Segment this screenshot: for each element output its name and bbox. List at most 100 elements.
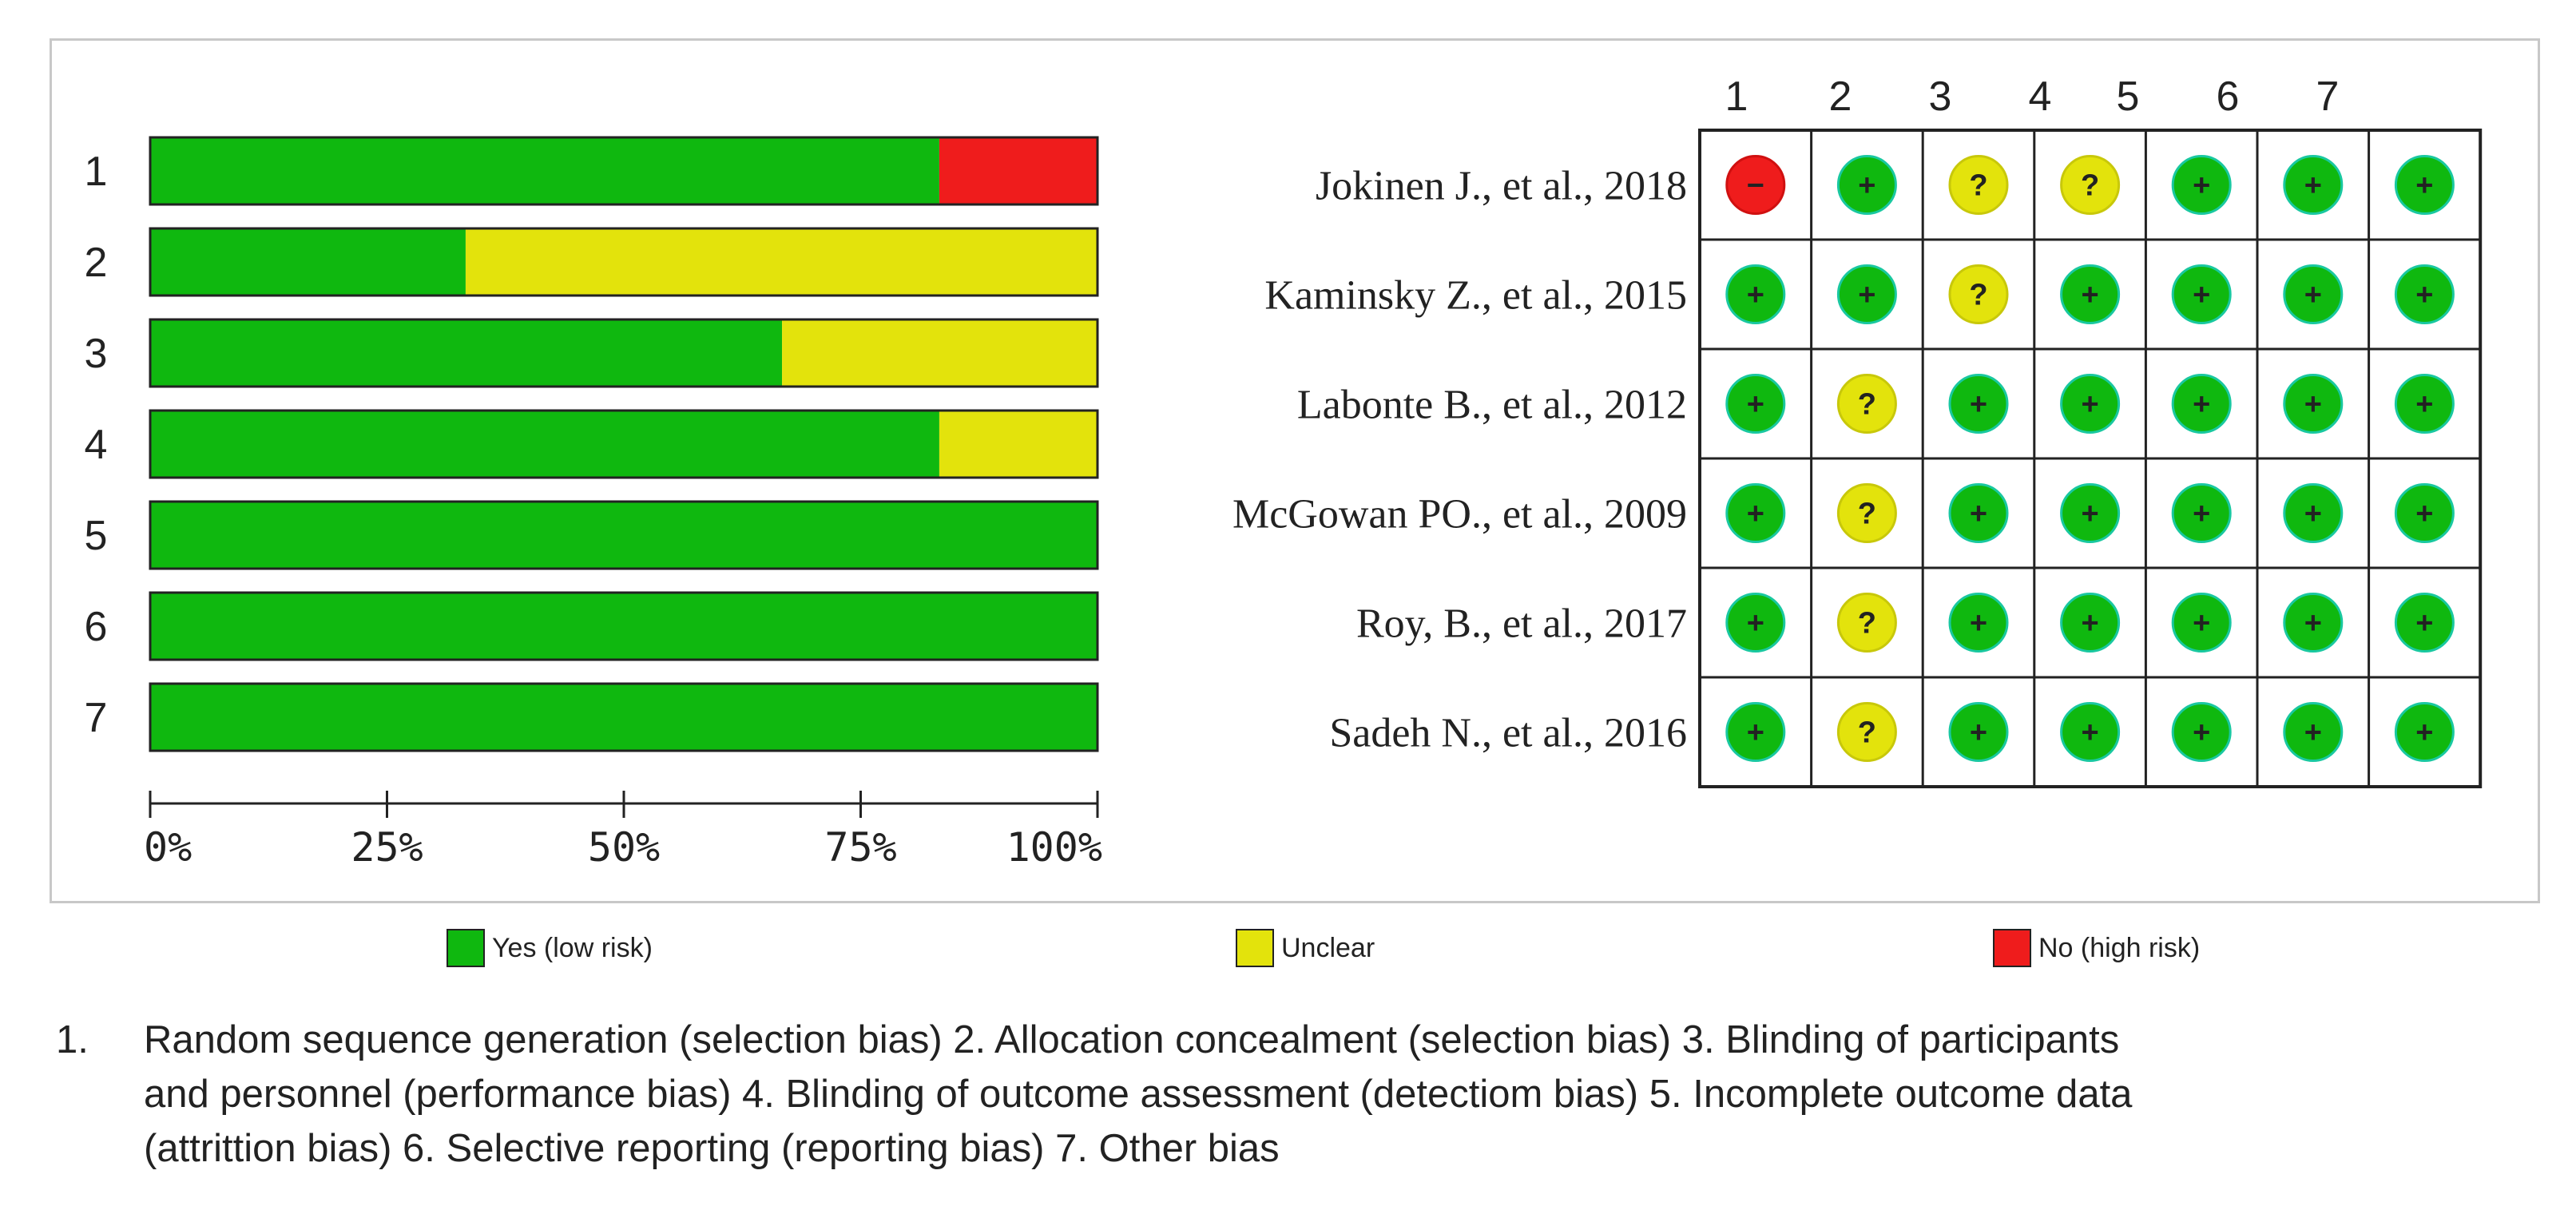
judgement-dot-r4-c5 [2171, 483, 2232, 543]
legend-label-unclear: Unclear [1281, 933, 1375, 963]
bar-outline-4 [149, 409, 1099, 479]
judgement-dot-r4-c2 [1836, 483, 1897, 543]
bar-segment-3-yes [150, 319, 783, 387]
bar-segment-7-yes [150, 684, 1097, 751]
judgement-symbol-r5-c5: + [2193, 607, 2210, 641]
judgement-symbol-r4-c7: + [2415, 498, 2433, 531]
caption-line-1: 1. Random sequence generation (selection … [56, 1013, 2532, 1067]
judgement-dot-r5-c1 [1725, 593, 1786, 653]
judgement-symbol-r1-c6: + [2304, 169, 2322, 203]
study-label-6: Sadeh N., et al., 2016 [1329, 711, 1687, 756]
judgement-symbol-r4-c2: ? [1858, 498, 1876, 531]
judgement-dot-r6-c4 [2060, 702, 2121, 762]
grid-column-header-6: 6 [2217, 73, 2240, 120]
judgement-symbol-r4-c4: + [2081, 498, 2098, 531]
judgement-dot-r4-c1 [1725, 483, 1786, 543]
judgement-dot-r3-c1 [1725, 374, 1786, 434]
judgement-symbol-r1-c4: ? [2081, 169, 2099, 203]
study-label-2: Kaminsky Z., et al., 2015 [1264, 273, 1687, 319]
judgement-symbol-r5-c6: + [2304, 607, 2322, 641]
judgement-symbol-r4-c1: + [1747, 498, 1764, 531]
x-tick-label-4: 100% [1006, 824, 1102, 871]
caption-line-2: and personnel (performance bias) 4. Blin… [144, 1073, 2133, 1116]
bar-segment-2-yes [150, 228, 466, 296]
judgement-symbol-r4-c5: + [2193, 498, 2210, 531]
judgement-symbol-r5-c4: + [2081, 607, 2098, 641]
chart-frame [50, 38, 2540, 903]
judgement-dot-r1-c4 [2060, 155, 2121, 215]
judgement-dot-r1-c5 [2171, 155, 2232, 215]
judgement-symbol-r6-c6: + [2304, 716, 2322, 750]
caption-text-1: Random sequence generation (selection bi… [144, 1018, 2120, 1061]
judgement-symbol-r1-c5: + [2193, 169, 2210, 203]
judgement-dot-r3-c3 [1948, 374, 2009, 434]
bar-segment-4-yes [150, 411, 939, 478]
legend-swatch-unclear [1236, 929, 1274, 967]
judgement-dot-r2-c5 [2171, 264, 2232, 324]
grid-column-header-1: 1 [1725, 73, 1748, 120]
judgement-symbol-r3-c1: + [1747, 388, 1764, 422]
grid-column-header-5: 5 [2117, 73, 2140, 120]
judgement-symbol-r2-c6: + [2304, 279, 2322, 312]
judgement-symbol-r6-c3: + [1970, 716, 1987, 750]
judgement-dot-r4-c6 [2283, 483, 2344, 543]
judgement-dot-r2-c1 [1725, 264, 1786, 324]
judgement-dot-r1-c3 [1948, 155, 2009, 215]
judgement-dot-r2-c3 [1948, 264, 2009, 324]
legend-swatch-no [1993, 929, 2031, 967]
grid-column-header-7: 7 [2316, 73, 2340, 120]
grid-column-header-2: 2 [1829, 73, 1852, 120]
judgement-symbol-r1-c1: − [1747, 169, 1764, 203]
judgement-symbol-r3-c4: + [2081, 388, 2098, 422]
legend-label-no: No (high risk) [2038, 933, 2200, 963]
judgement-symbol-r3-c2: ? [1858, 388, 1876, 422]
judgement-symbol-r6-c1: + [1747, 716, 1764, 750]
judgement-dot-r6-c6 [2283, 702, 2344, 762]
bar-segment-6-yes [150, 593, 1097, 660]
bar-row-label-5: 5 [85, 513, 108, 559]
judgement-dot-r1-c2 [1836, 155, 1897, 215]
bar-segment-4-unclear [939, 411, 1097, 478]
bar-segment-5-yes [150, 502, 1097, 569]
judgement-dot-r6-c3 [1948, 702, 2009, 762]
x-tick-label-1: 25% [351, 824, 423, 871]
study-label-4: McGowan PO., et al., 2009 [1232, 492, 1687, 538]
judgement-dot-r6-c5 [2171, 702, 2232, 762]
judgement-symbol-r6-c5: + [2193, 716, 2210, 750]
judgement-symbol-r3-c5: + [2193, 388, 2210, 422]
judgement-dot-r6-c7 [2394, 702, 2455, 762]
judgement-dot-r2-c7 [2394, 264, 2455, 324]
bar-row-label-3: 3 [85, 331, 108, 377]
judgement-dot-r3-c2 [1836, 374, 1897, 434]
bar-outline-7 [149, 682, 1099, 752]
caption-number: 1. [56, 1018, 89, 1061]
bar-outline-6 [149, 591, 1099, 661]
judgement-symbol-r2-c7: + [2415, 279, 2433, 312]
bar-segment-2-unclear [465, 228, 1097, 296]
grid-column-header-4: 4 [2029, 73, 2052, 120]
judgement-symbol-r5-c2: ? [1858, 607, 1876, 641]
judgement-symbol-r5-c3: + [1970, 607, 1987, 641]
bar-row-label-1: 1 [85, 149, 108, 195]
bar-outline-5 [149, 500, 1099, 570]
judgement-dot-r5-c7 [2394, 593, 2455, 653]
judgement-symbol-r2-c4: + [2081, 279, 2098, 312]
bar-row-label-4: 4 [85, 422, 108, 468]
judgement-dot-r1-c1 [1725, 155, 1786, 215]
judgement-symbol-r3-c6: + [2304, 388, 2322, 422]
judgement-dot-r5-c3 [1948, 593, 2009, 653]
judgement-dot-r2-c2 [1836, 264, 1897, 324]
bar-outline-1 [149, 136, 1099, 206]
judgement-symbol-r4-c6: + [2304, 498, 2322, 531]
caption: 1. Random sequence generation (selection … [56, 1013, 2532, 1176]
judgement-dot-r5-c2 [1836, 593, 1897, 653]
judgement-symbol-r3-c3: + [1970, 388, 1987, 422]
judgement-symbol-r6-c4: + [2081, 716, 2098, 750]
judgement-dot-r5-c4 [2060, 593, 2121, 653]
judgement-symbol-r1-c2: + [1858, 169, 1875, 203]
grid-column-header-3: 3 [1929, 73, 1952, 120]
judgement-dot-r3-c7 [2394, 374, 2455, 434]
judgement-symbol-r5-c7: + [2415, 607, 2433, 641]
